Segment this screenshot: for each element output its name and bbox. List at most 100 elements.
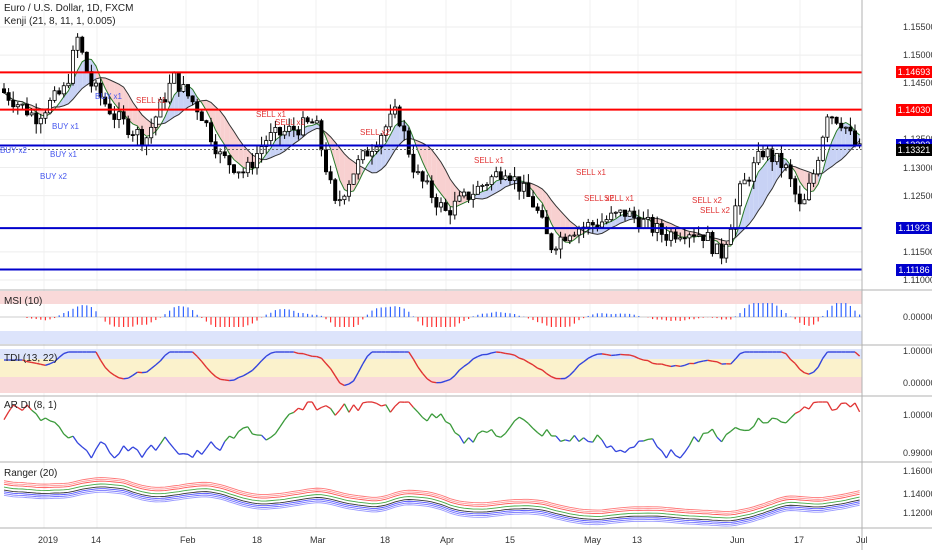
cloud-segment bbox=[841, 122, 846, 160]
candle-body bbox=[540, 210, 545, 218]
candle-body bbox=[719, 243, 724, 259]
cloud-segment bbox=[344, 153, 349, 193]
tdi-line bbox=[813, 366, 819, 373]
ardi-line bbox=[321, 405, 327, 409]
tdi-line bbox=[164, 351, 171, 356]
price-level-badge: 1.14693 bbox=[896, 66, 932, 79]
ardi-line bbox=[150, 444, 157, 451]
candle-body bbox=[558, 236, 563, 250]
candle-body bbox=[365, 150, 370, 157]
date-axis-label: Apr bbox=[440, 535, 455, 545]
tdi-line bbox=[352, 372, 359, 382]
ardi-line bbox=[183, 453, 189, 455]
tdi-line bbox=[730, 358, 736, 365]
candle-body bbox=[204, 120, 209, 124]
ardi-line bbox=[739, 429, 745, 432]
candle-body bbox=[425, 180, 430, 183]
ardi-line bbox=[716, 436, 723, 443]
candle-body bbox=[535, 206, 540, 211]
candle-body bbox=[89, 71, 94, 87]
cloud-segment bbox=[376, 148, 382, 173]
ardi-line bbox=[12, 404, 19, 409]
candle-body bbox=[475, 185, 480, 195]
ardi-line bbox=[343, 403, 350, 413]
tdi-line bbox=[799, 368, 805, 374]
candle-body bbox=[765, 148, 770, 158]
candle-body bbox=[692, 234, 697, 237]
candle-body bbox=[609, 212, 614, 221]
candle-body bbox=[2, 88, 7, 93]
ardi-line bbox=[426, 413, 433, 422]
cloud-segment bbox=[740, 208, 745, 234]
tdi-line bbox=[408, 351, 414, 360]
tdi-line bbox=[491, 351, 497, 354]
candle-body bbox=[563, 236, 568, 242]
cloud-segment bbox=[680, 227, 685, 238]
ardi-line bbox=[136, 449, 143, 458]
cloud-segment bbox=[335, 142, 340, 181]
ranger-band bbox=[3, 478, 860, 514]
candle-body bbox=[627, 210, 632, 217]
ardi-line bbox=[799, 406, 805, 412]
tdi-line bbox=[601, 353, 607, 356]
tdi-line bbox=[514, 354, 520, 359]
candle-body bbox=[577, 228, 582, 236]
buy-signal: BUY x2 bbox=[40, 172, 67, 181]
candle-body bbox=[52, 90, 57, 101]
candle-body bbox=[715, 243, 720, 255]
ardi-line bbox=[201, 447, 207, 455]
cloud-segment bbox=[500, 177, 506, 191]
cloud-segment bbox=[758, 166, 763, 211]
ranger-label: Ranger (20) bbox=[4, 468, 58, 479]
candle-body bbox=[682, 237, 687, 240]
ardi-line bbox=[500, 433, 506, 438]
tdi-line bbox=[546, 373, 552, 378]
ardi-line bbox=[72, 435, 79, 444]
cloud-segment bbox=[215, 106, 221, 139]
candle-body bbox=[673, 231, 678, 240]
candle-body bbox=[38, 117, 43, 125]
ardi-line bbox=[330, 408, 336, 416]
candle-body bbox=[43, 112, 48, 119]
ardi-line bbox=[353, 404, 359, 412]
candle-body bbox=[457, 195, 462, 202]
price-axis-tick: 1.13000 bbox=[903, 162, 932, 173]
ardi-line bbox=[54, 421, 60, 428]
ardi-line bbox=[159, 436, 166, 445]
ardi-line bbox=[679, 451, 686, 459]
ardi-line bbox=[620, 449, 626, 454]
ardi-line bbox=[804, 406, 810, 410]
tdi-line bbox=[606, 353, 612, 357]
ardi-line bbox=[422, 416, 428, 422]
grid bbox=[0, 0, 863, 528]
tdi-line bbox=[518, 357, 525, 361]
cloud-segment bbox=[229, 124, 234, 160]
ardi-line bbox=[633, 440, 640, 448]
candle-body bbox=[282, 130, 287, 136]
cloud-segment bbox=[234, 131, 239, 164]
cloud-segment bbox=[77, 61, 83, 94]
candle-body bbox=[461, 191, 466, 197]
tdi-line bbox=[127, 374, 134, 379]
candle-body bbox=[98, 82, 103, 98]
tdi-line bbox=[233, 376, 239, 381]
ardi-line bbox=[95, 441, 102, 450]
cloud-segment bbox=[238, 138, 244, 168]
candle-body bbox=[227, 155, 232, 166]
candle-body bbox=[797, 193, 802, 205]
candle-body bbox=[774, 152, 779, 163]
ardi-line bbox=[100, 441, 106, 445]
candle-body bbox=[351, 173, 356, 185]
sell-signal: SELL x2 bbox=[360, 128, 390, 137]
ardi-line bbox=[615, 449, 621, 453]
ranger-band bbox=[3, 483, 860, 519]
tdi-line bbox=[95, 351, 102, 361]
tdi-line bbox=[781, 351, 787, 355]
tdi-line bbox=[205, 366, 212, 373]
sell-signal: SELL x1 bbox=[474, 156, 504, 165]
ardi-line bbox=[155, 443, 161, 451]
tdi-line bbox=[449, 375, 456, 381]
date-axis-label: 13 bbox=[632, 535, 643, 545]
candle-body bbox=[328, 171, 333, 181]
ardi-line bbox=[127, 446, 134, 452]
